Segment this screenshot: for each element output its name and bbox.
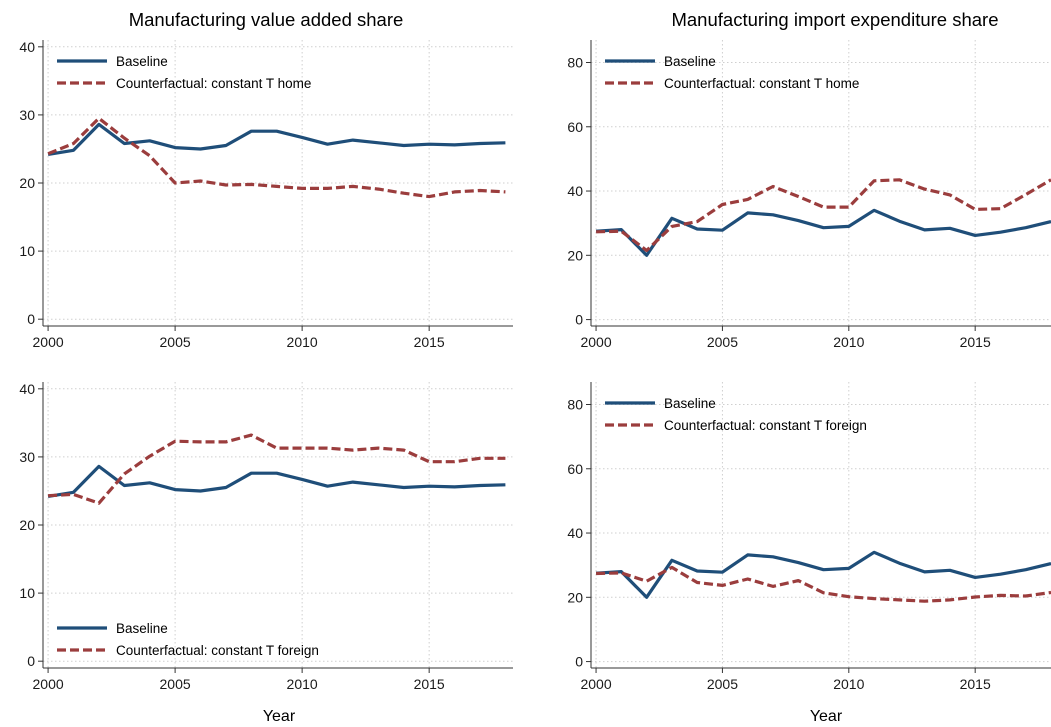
y-tick-label: 40 <box>19 381 35 397</box>
y-tick-label: 60 <box>567 119 583 135</box>
y-tick-label: 0 <box>27 653 35 669</box>
y-tick-label: 0 <box>575 654 583 670</box>
y-tick-label: 0 <box>27 311 35 327</box>
x-tick-label: 2015 <box>414 334 445 350</box>
panel-value-added-home: 2000 2005 2010 2015 0 10 20 30 40 Baseline Counter… <box>19 39 513 350</box>
x-tick-label: 2005 <box>160 676 191 692</box>
y-tick-label: 30 <box>19 107 35 123</box>
left-x-axis-label: Year <box>263 708 296 725</box>
series-line-counterfactual <box>48 433 506 505</box>
legend-label: Counterfactual: constant T foreign <box>664 418 867 433</box>
x-tick-label: 2005 <box>707 334 738 350</box>
y-tick-label: 40 <box>567 525 583 541</box>
x-tick-label: 2010 <box>833 334 864 350</box>
series-line-counterfactual <box>596 565 1051 603</box>
x-tick-label: 2000 <box>580 676 611 692</box>
y-tick-label: 20 <box>19 175 35 191</box>
y-tick-label: 30 <box>19 449 35 465</box>
y-tick-label: 40 <box>19 39 35 55</box>
right-column-title: Manufacturing import expenditure share <box>671 9 998 30</box>
x-tick-label: 2005 <box>160 334 191 350</box>
x-tick-label: 2015 <box>960 676 991 692</box>
y-tick-label: 20 <box>19 517 35 533</box>
y-tick-label: 10 <box>19 585 35 601</box>
legend-label: Baseline <box>116 621 168 636</box>
series-line-baseline <box>47 464 506 498</box>
left-column-title: Manufacturing value added share <box>129 9 404 30</box>
y-tick-label: 40 <box>567 183 583 199</box>
y-tick-label: 20 <box>567 247 583 263</box>
y-tick-label: 80 <box>567 396 583 412</box>
panel-import-share-home: 2000 2005 2010 2015 0 20 40 60 80 Baseline Counter… <box>567 40 1051 350</box>
panel-value-added-foreign: 2000 2005 2010 2015 0 10 20 30 40 Baseline Counter… <box>19 381 513 692</box>
x-tick-label: 2010 <box>833 676 864 692</box>
x-tick-label: 2015 <box>414 676 445 692</box>
legend-label: Baseline <box>664 54 716 69</box>
x-tick-label: 2000 <box>33 676 64 692</box>
x-tick-label: 2010 <box>287 676 318 692</box>
x-tick-label: 2005 <box>707 676 738 692</box>
x-tick-label: 2000 <box>580 334 611 350</box>
legend-label: Counterfactual: constant T home <box>116 76 311 91</box>
series-line-counterfactual <box>596 178 1051 253</box>
panel-import-share-foreign: 2000 2005 2010 2015 0 20 40 60 80 Baseline Counter… <box>567 382 1051 692</box>
y-tick-label: 20 <box>567 589 583 605</box>
legend-label: Baseline <box>664 396 716 411</box>
legend-label: Baseline <box>116 54 168 69</box>
x-tick-label: 2000 <box>33 334 64 350</box>
y-tick-label: 0 <box>575 312 583 328</box>
legend-label: Counterfactual: constant T foreign <box>116 643 319 658</box>
x-tick-label: 2010 <box>287 334 318 350</box>
x-tick-label: 2015 <box>960 334 991 350</box>
y-tick-label: 80 <box>567 54 583 70</box>
series-line-baseline <box>595 208 1051 257</box>
series-line-baseline <box>47 122 506 156</box>
y-tick-label: 10 <box>19 243 35 259</box>
y-tick-label: 60 <box>567 461 583 477</box>
series-line-counterfactual <box>47 116 506 199</box>
legend-label: Counterfactual: constant T home <box>664 76 859 91</box>
series-line-baseline <box>595 550 1051 599</box>
right-x-axis-label: Year <box>810 708 843 725</box>
